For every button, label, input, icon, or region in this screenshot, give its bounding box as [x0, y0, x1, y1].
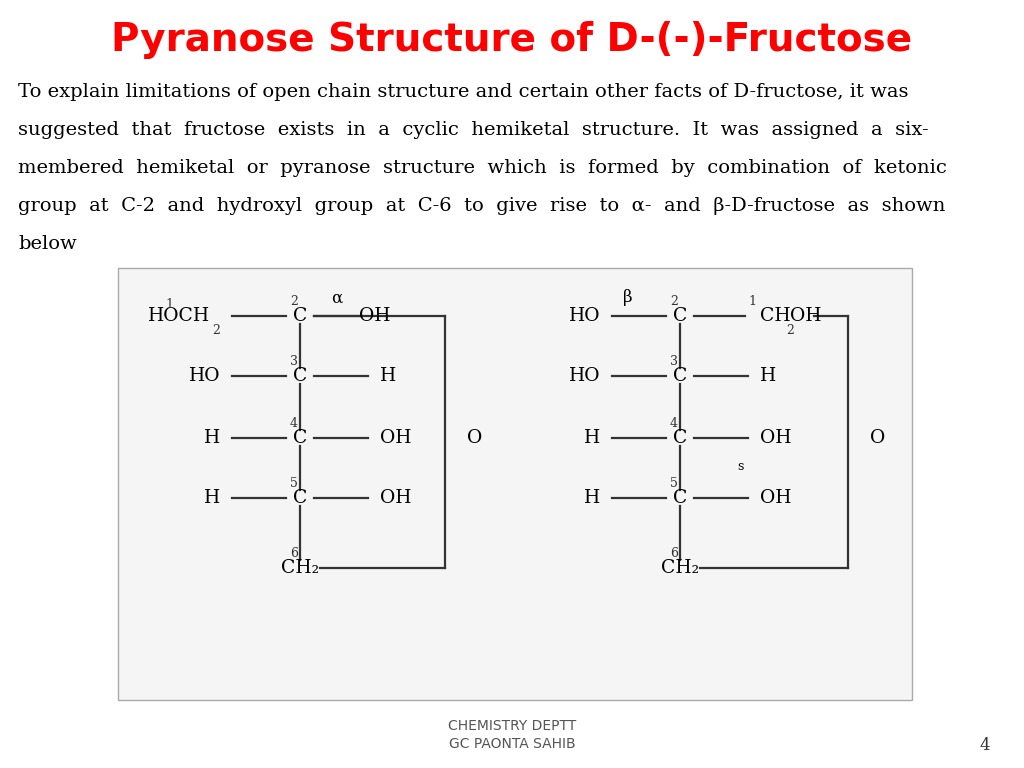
Text: OH: OH [380, 489, 412, 507]
Text: HO: HO [568, 367, 600, 385]
Bar [118, 268, 912, 700]
Text: H: H [584, 489, 600, 507]
Text: HOCH: HOCH [147, 307, 210, 325]
Text: CHEMISTRY DEPTT: CHEMISTRY DEPTT [447, 719, 577, 733]
Text: C: C [673, 307, 687, 325]
Text: CH₂: CH₂ [662, 559, 699, 577]
Text: C: C [293, 489, 307, 507]
Text: OH: OH [760, 429, 792, 447]
Text: suggested  that  fructose  exists  in  a  cyclic  hemiketal  structure.  It  was: suggested that fructose exists in a cycl… [18, 121, 929, 139]
Text: H: H [380, 367, 396, 385]
Text: OH: OH [380, 429, 412, 447]
Text: CH: CH [760, 307, 791, 325]
Text: 2: 2 [212, 324, 220, 337]
Text: O: O [870, 429, 886, 447]
Text: below: below [18, 235, 77, 253]
Text: 6: 6 [670, 547, 678, 560]
Text: 1: 1 [165, 298, 173, 311]
Text: C: C [293, 367, 307, 385]
Text: HO: HO [188, 367, 220, 385]
Text: H: H [204, 489, 220, 507]
Text: 1: 1 [748, 295, 756, 308]
Text: 4: 4 [670, 417, 678, 430]
Text: H: H [204, 429, 220, 447]
Text: membered  hemiketal  or  pyranose  structure  which  is  formed  by  combination: membered hemiketal or pyranose structure… [18, 159, 947, 177]
Text: 4: 4 [979, 737, 990, 754]
Text: To explain limitations of open chain structure and certain other facts of D-fruc: To explain limitations of open chain str… [18, 83, 908, 101]
Text: 3: 3 [290, 355, 298, 368]
Text: O: O [467, 429, 482, 447]
Text: OH: OH [790, 307, 821, 325]
Text: s: s [737, 459, 743, 472]
Text: C: C [673, 367, 687, 385]
Text: CH₂: CH₂ [281, 559, 319, 577]
Text: OH: OH [760, 489, 792, 507]
Text: 3: 3 [670, 355, 678, 368]
Text: β: β [624, 290, 633, 306]
Text: α: α [332, 290, 343, 306]
Text: OH: OH [359, 307, 391, 325]
Text: C: C [293, 429, 307, 447]
Text: GC PAONTA SAHIB: GC PAONTA SAHIB [449, 737, 575, 751]
Text: group  at  C-2  and  hydroxyl  group  at  C-6  to  give  rise  to  α-  and  β-D-: group at C-2 and hydroxyl group at C-6 t… [18, 197, 945, 215]
Text: 6: 6 [290, 547, 298, 560]
Text: Pyranose Structure of D-(-)-Fructose: Pyranose Structure of D-(-)-Fructose [112, 21, 912, 59]
Text: C: C [673, 429, 687, 447]
Text: 4: 4 [290, 417, 298, 430]
Text: 2: 2 [786, 324, 794, 337]
Text: C: C [293, 307, 307, 325]
Text: 2: 2 [290, 295, 298, 308]
Text: H: H [584, 429, 600, 447]
Text: 5: 5 [290, 477, 298, 490]
Text: 5: 5 [670, 477, 678, 490]
Text: H: H [760, 367, 776, 385]
Text: 2: 2 [670, 295, 678, 308]
Text: HO: HO [568, 307, 600, 325]
Text: C: C [673, 489, 687, 507]
